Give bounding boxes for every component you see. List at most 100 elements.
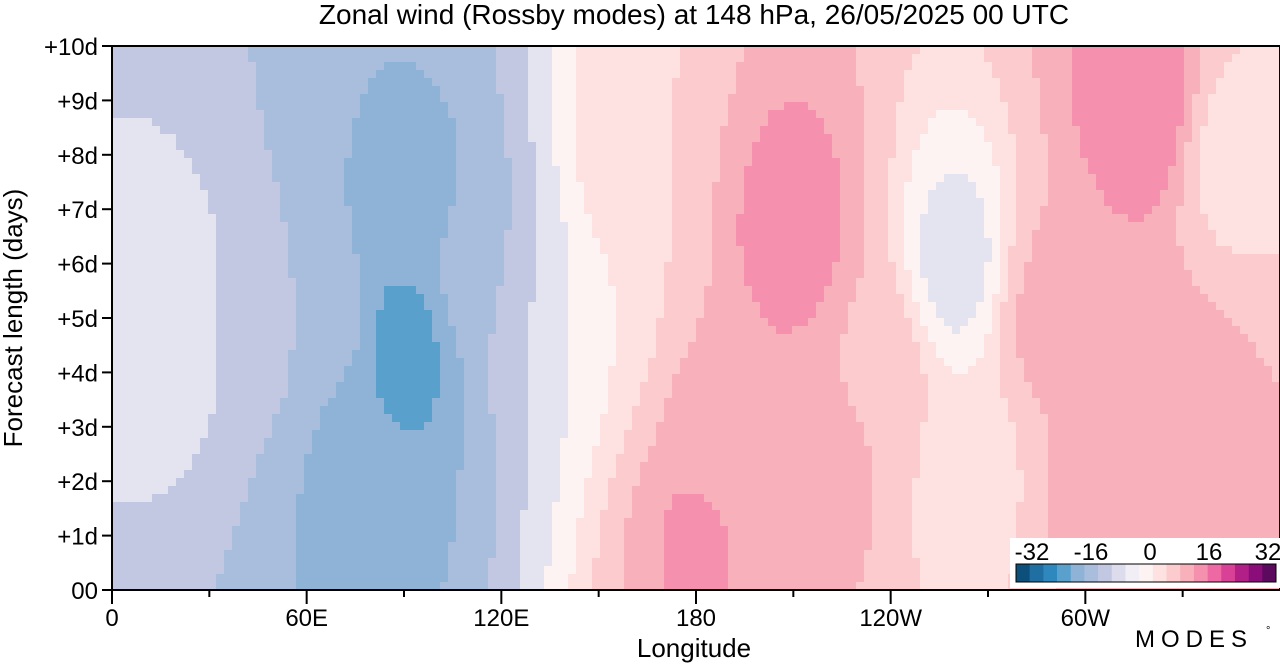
field-cell — [1248, 174, 1257, 183]
field-cell — [376, 102, 385, 111]
field-cell — [368, 70, 377, 79]
field-cell — [160, 206, 169, 215]
field-cell — [1088, 222, 1097, 231]
field-cell — [968, 238, 977, 247]
field-cell — [304, 54, 313, 63]
field-cell — [712, 134, 721, 143]
field-cell — [464, 142, 473, 151]
field-cell — [1008, 214, 1017, 223]
field-cell — [368, 286, 377, 295]
field-cell — [672, 62, 681, 71]
field-cell — [1112, 54, 1121, 63]
field-cell — [272, 254, 281, 263]
field-cell — [976, 166, 985, 175]
field-cell — [1080, 262, 1089, 271]
field-cell — [120, 166, 129, 175]
field-cell — [344, 190, 353, 199]
field-cell — [1168, 150, 1177, 159]
field-cell — [968, 134, 977, 143]
field-cell — [344, 94, 353, 103]
field-cell — [736, 174, 745, 183]
field-cell — [120, 94, 129, 103]
field-cell — [944, 278, 953, 287]
field-cell — [400, 70, 409, 79]
field-cell — [648, 94, 657, 103]
field-cell — [144, 190, 153, 199]
field-cell — [520, 294, 529, 303]
field-cell — [944, 230, 953, 239]
field-cell — [496, 150, 505, 159]
field-cell — [1184, 222, 1193, 231]
field-cell — [264, 206, 273, 215]
field-cell — [288, 198, 297, 207]
field-cell — [464, 238, 473, 247]
field-cell — [680, 70, 689, 79]
field-cell — [160, 78, 169, 87]
field-cell — [296, 70, 305, 79]
field-cell — [256, 78, 265, 87]
field-cell — [1080, 254, 1089, 263]
field-cell — [824, 166, 833, 175]
field-cell — [240, 150, 249, 159]
field-cell — [664, 222, 673, 231]
field-cell — [1264, 134, 1273, 143]
field-cell — [296, 286, 305, 295]
field-cell — [1112, 118, 1121, 127]
field-cell — [1064, 126, 1073, 135]
field-cell — [944, 150, 953, 159]
field-cell — [1016, 102, 1025, 111]
field-cell — [1240, 310, 1249, 319]
field-cell — [752, 134, 761, 143]
field-cell — [1160, 294, 1169, 303]
field-cell — [464, 70, 473, 79]
field-cell — [432, 150, 441, 159]
field-cell — [656, 134, 665, 143]
field-cell — [424, 198, 433, 207]
field-cell — [664, 238, 673, 247]
field-cell — [656, 238, 665, 247]
field-cell — [1208, 62, 1217, 71]
field-cell — [864, 278, 873, 287]
field-cell — [480, 102, 489, 111]
field-cell — [368, 126, 377, 135]
field-cell — [152, 86, 161, 95]
field-cell — [1048, 86, 1057, 95]
field-cell — [344, 126, 353, 135]
field-cell — [832, 262, 841, 271]
field-cell — [1208, 246, 1217, 255]
field-cell — [544, 54, 553, 63]
field-cell — [352, 294, 361, 303]
field-cell — [1176, 278, 1185, 287]
field-cell — [944, 310, 953, 319]
field-cell — [184, 190, 193, 199]
field-cell — [1176, 46, 1185, 55]
field-cell — [1008, 182, 1017, 191]
field-cell — [320, 86, 329, 95]
field-cell — [1104, 134, 1113, 143]
field-cell — [616, 190, 625, 199]
field-cell — [1256, 174, 1265, 183]
field-cell — [632, 86, 641, 95]
field-cell — [840, 254, 849, 263]
field-cell — [576, 286, 585, 295]
field-cell — [1232, 174, 1241, 183]
field-cell — [160, 166, 169, 175]
field-cell — [760, 270, 769, 279]
field-cell — [568, 110, 577, 119]
field-cell — [1184, 214, 1193, 223]
field-cell — [1200, 134, 1209, 143]
field-cell — [1032, 166, 1041, 175]
field-cell — [728, 142, 737, 151]
field-cell — [496, 62, 505, 71]
field-cell — [1160, 78, 1169, 87]
field-cell — [752, 294, 761, 303]
field-cell — [296, 118, 305, 127]
field-cell — [1024, 94, 1033, 103]
field-cell — [248, 86, 257, 95]
field-cell — [648, 254, 657, 263]
field-cell — [832, 302, 841, 311]
field-cell — [136, 294, 145, 303]
field-cell — [872, 158, 881, 167]
field-cell — [320, 174, 329, 183]
field-cell — [832, 86, 841, 95]
